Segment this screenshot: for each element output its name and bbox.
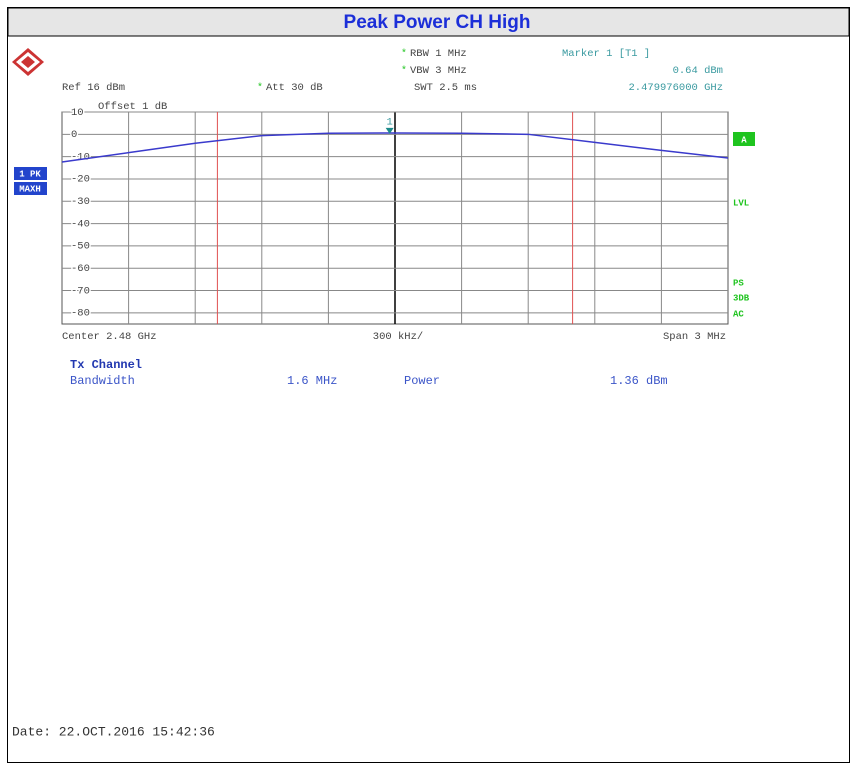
y-tick-label: 10 [71, 107, 84, 119]
rbw: RBW 1 MHz [410, 48, 467, 60]
center: Center 2.48 GHz [62, 331, 157, 343]
title-bar [7, 7, 850, 37]
star: * [402, 48, 406, 59]
ps: PS [733, 278, 744, 288]
results-heading: Tx Channel [70, 358, 142, 372]
marker-label: 1 [387, 117, 393, 129]
span: Span 3 MHz [663, 331, 726, 343]
star: * [258, 82, 262, 93]
y-tick-label: -40 [71, 218, 90, 230]
trace-box [14, 167, 47, 180]
bw-label: Bandwidth [70, 374, 135, 388]
power-value: 1.36 dBm [610, 374, 668, 388]
att: Att 30 dB [266, 82, 323, 94]
trace-box [14, 182, 47, 195]
title: Peak Power CH High [344, 12, 531, 33]
power-label: Power [404, 374, 440, 388]
trace-mode: MAXH [19, 184, 41, 194]
offset: Offset 1 dB [98, 101, 167, 113]
trace-label: 1 PK [19, 169, 41, 179]
y-tick-label: -60 [71, 263, 90, 275]
y-tick-label: -10 [71, 151, 90, 163]
y-tick-label: -80 [71, 308, 90, 320]
a-label: A [741, 135, 747, 145]
ref: Ref 16 dBm [62, 82, 125, 94]
y-tick-label: -30 [71, 196, 90, 208]
date: Date: 22.OCT.2016 15:42:36 [12, 724, 215, 739]
ac: AC [733, 309, 744, 319]
trace [61, 132, 729, 163]
marker-level: 0.64 dBm [673, 65, 723, 77]
marker-freq: 2.479976000 GHz [628, 82, 723, 94]
y-tick-label: 0 [71, 129, 77, 141]
marker-name: Marker 1 [T1 ] [562, 48, 650, 60]
vbw: VBW 3 MHz [410, 65, 467, 77]
3db: 3DB [733, 293, 750, 303]
a-box [733, 132, 755, 146]
y-tick-label: -50 [71, 241, 90, 253]
logo [12, 48, 44, 76]
bw-value: 1.6 MHz [287, 374, 337, 388]
y-tick-label: -70 [71, 285, 90, 297]
star: * [402, 65, 406, 76]
y-tick-label: -20 [71, 174, 90, 186]
per-div: 300 kHz/ [373, 331, 423, 343]
lvl: LVL [733, 198, 749, 208]
swt: SWT 2.5 ms [414, 82, 477, 94]
marker [385, 127, 394, 134]
